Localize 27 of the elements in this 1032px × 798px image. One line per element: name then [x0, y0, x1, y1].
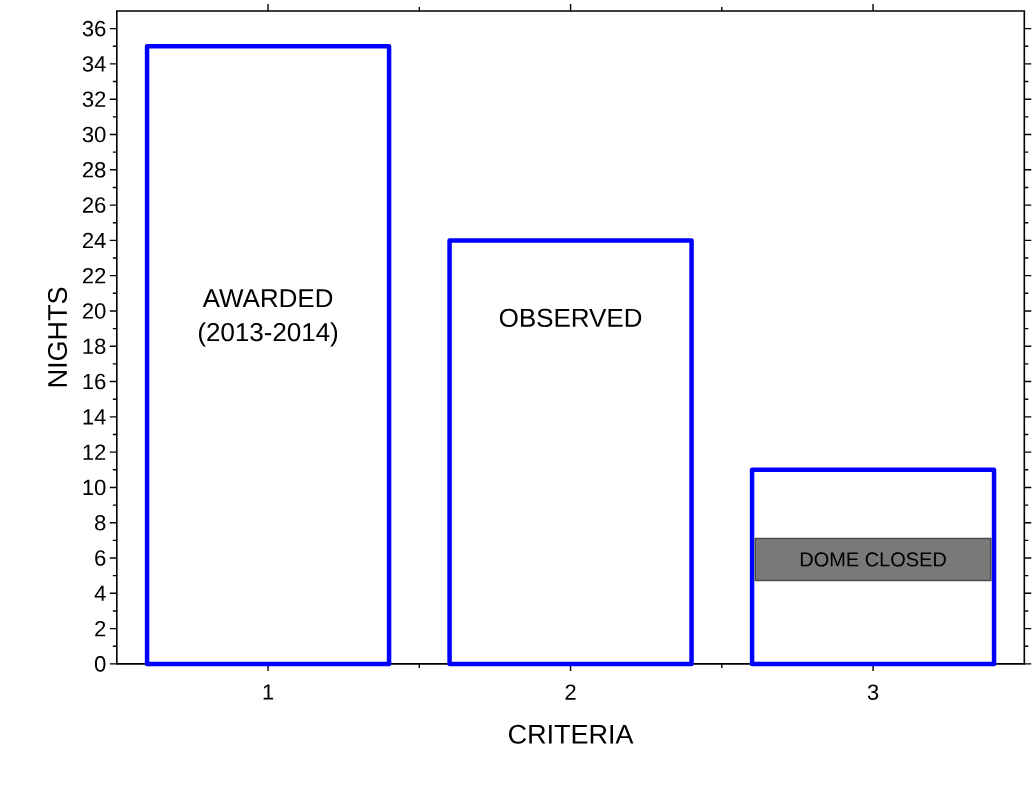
- x-tick-label: 2: [565, 684, 576, 700]
- y-tick-label: 26: [82, 197, 106, 214]
- y-tick-label: 24: [82, 232, 106, 249]
- x-tick-label: 3: [867, 684, 879, 701]
- y-tick-label: 14: [83, 409, 106, 425]
- y-tick-label: 34: [82, 56, 106, 72]
- y-tick-label: 28: [82, 162, 106, 178]
- y-tick-label: 32: [82, 91, 106, 108]
- y-tick-label: 20: [82, 303, 106, 319]
- y-tick-label: 22: [82, 268, 106, 284]
- y-axis-title: NIGHTS: [47, 287, 68, 387]
- annotation: OBSERVED: [499, 308, 642, 328]
- x-tick-label: 1: [263, 684, 274, 700]
- y-tick-label: 12: [83, 444, 106, 460]
- x-axis-title: CRITERIA: [509, 724, 634, 744]
- y-tick-label: 2: [95, 621, 106, 637]
- y-tick-label: 10: [83, 479, 106, 496]
- y-tick-label: 6: [95, 550, 106, 566]
- y-tick-label: 36: [82, 21, 106, 37]
- y-tick-label: 4: [94, 585, 106, 602]
- y-tick-label: 30: [82, 126, 106, 143]
- y-tick-label: 8: [95, 515, 106, 531]
- y-tick-label: 18: [83, 338, 106, 355]
- y-tick-label: 16: [83, 373, 106, 390]
- annotation: AWARDED (2013-2014): [198, 289, 338, 347]
- annotation: DOME CLOSED: [800, 552, 946, 567]
- y-tick-label: 0: [94, 656, 106, 672]
